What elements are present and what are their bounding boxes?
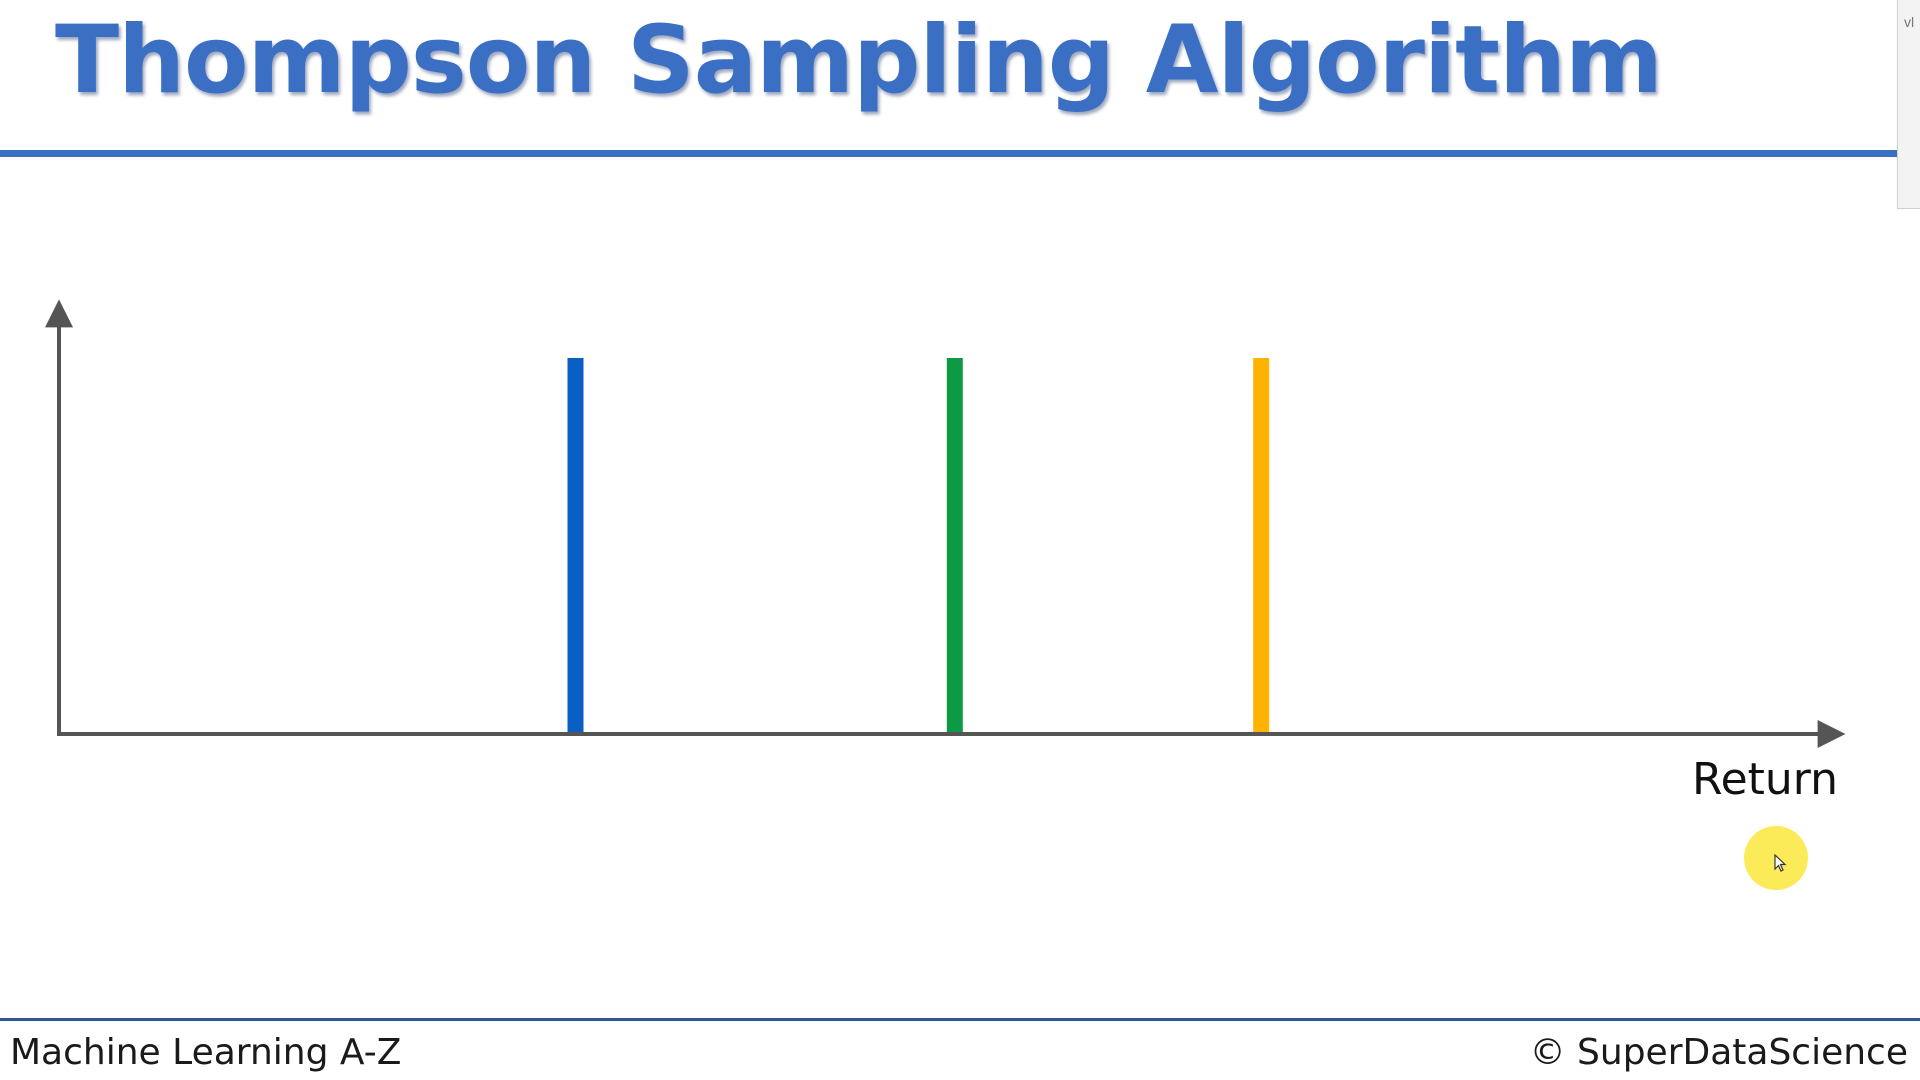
side-panel-glyph: vl	[1904, 14, 1915, 30]
yellow-distribution-line	[1253, 358, 1270, 732]
green-distribution-line	[946, 358, 963, 732]
cursor-highlight	[1744, 826, 1808, 890]
side-panel[interactable]: vl	[1897, 0, 1920, 209]
title-divider	[0, 150, 1898, 157]
distribution-lines	[567, 358, 1270, 732]
copyright: © SuperDataScience	[1529, 1032, 1908, 1073]
slide-title: Thompson Sampling Algorithm	[55, 6, 1663, 115]
footer-divider	[0, 1018, 1920, 1021]
course-name: Machine Learning A-Z	[10, 1032, 402, 1073]
blue-distribution-line	[567, 358, 584, 732]
pointer-icon	[1774, 854, 1787, 872]
x-axis-label: Return	[1692, 754, 1839, 805]
